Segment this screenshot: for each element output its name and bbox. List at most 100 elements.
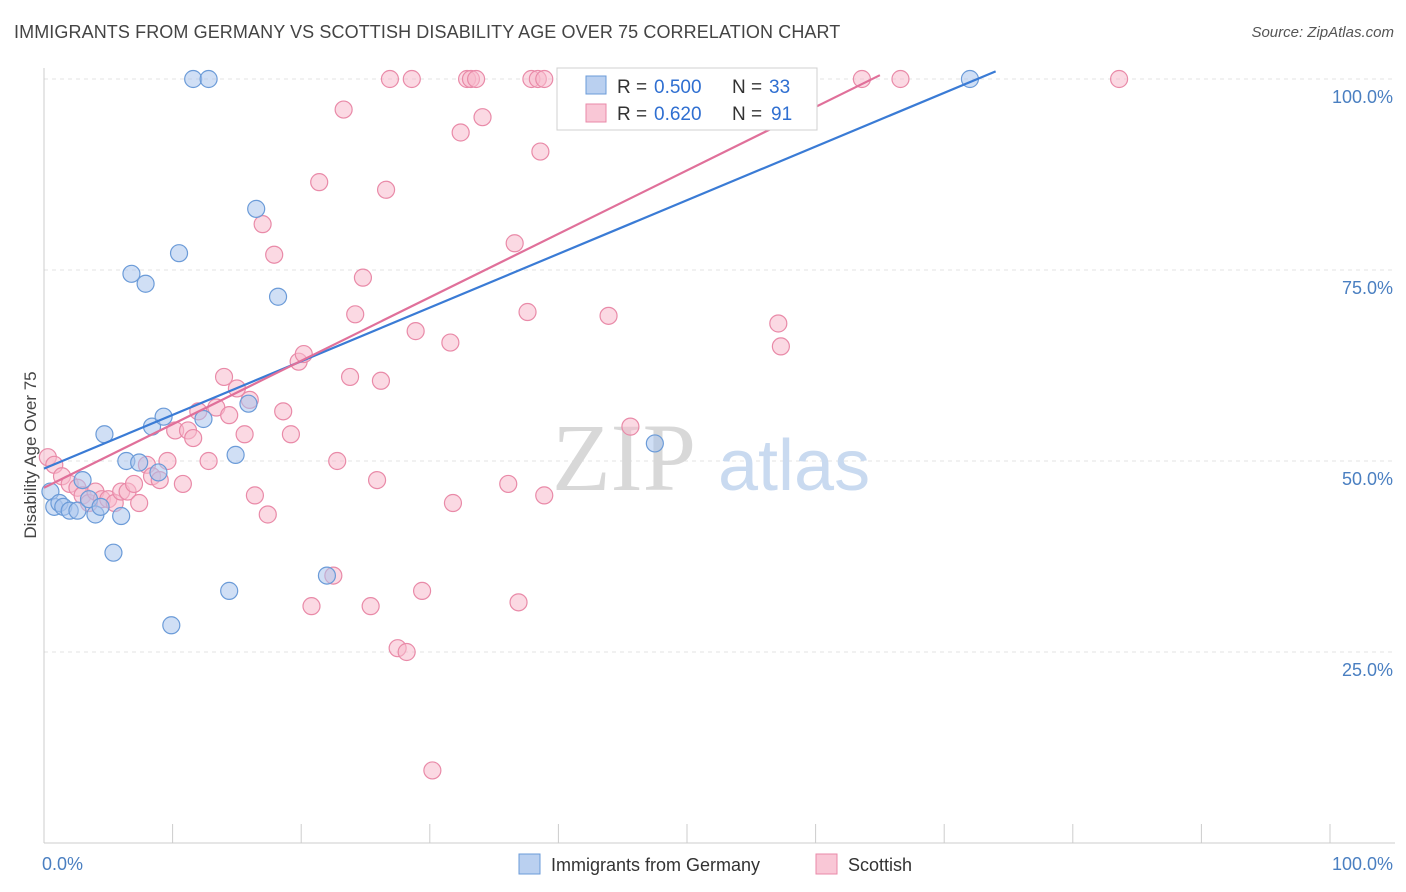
scottish-point: [535, 69, 554, 89]
scottish-point: [621, 417, 640, 436]
scottish-point: [334, 100, 353, 119]
germany-point: [122, 264, 141, 283]
y-tick-label: 75.0%: [1342, 278, 1393, 298]
y-axis-label: Disability Age Over 75: [21, 371, 40, 538]
legend-swatch-germany: [585, 75, 607, 95]
germany-point: [73, 471, 92, 490]
scottish-point: [535, 486, 554, 505]
germany-point: [91, 497, 110, 516]
watermark-zip: ZIP: [552, 404, 696, 511]
scottish-point: [265, 245, 284, 264]
scottish-point: [214, 367, 234, 387]
legend-n-value-germany: 33: [769, 77, 790, 98]
scottish-point: [397, 642, 416, 662]
legend-r-label-scottish: R =: [617, 104, 647, 125]
legend-r-label-germany: R =: [617, 77, 647, 98]
scottish-point: [505, 234, 524, 253]
scottish-point: [346, 305, 365, 324]
germany-point: [247, 199, 266, 218]
scottish-point: [274, 402, 293, 421]
series-legend-label-scottish: Scottish: [848, 855, 912, 875]
legend-swatch-scottish: [585, 103, 607, 123]
scottish-point: [245, 486, 265, 505]
scottish-point: [253, 215, 272, 234]
scottish-point: [340, 367, 360, 387]
scottish-point: [367, 471, 387, 490]
scottish-point: [771, 337, 790, 356]
scottish-point: [130, 493, 149, 513]
germany-trend-line: [43, 70, 997, 470]
legend-r-value-germany: 0.500: [654, 77, 702, 98]
germany-point: [199, 69, 218, 89]
scottish-point: [199, 451, 218, 471]
scottish-point: [376, 180, 396, 199]
watermark: ZIP atlas: [552, 404, 870, 511]
y-tick-label: 50.0%: [1342, 469, 1393, 489]
source-credit: Source: ZipAtlas.com: [1251, 24, 1394, 41]
watermark-atlas: atlas: [718, 426, 870, 506]
scottish-point: [473, 108, 492, 127]
series-legend: Immigrants from Germany Scottish: [518, 853, 912, 875]
germany-point: [112, 506, 131, 526]
germany-point: [317, 566, 337, 585]
scottish-point: [184, 428, 203, 448]
x-tick-label-min: 0.0%: [42, 854, 83, 874]
germany-point: [268, 287, 288, 306]
scottish-point: [509, 593, 528, 612]
germany-point: [149, 463, 168, 482]
scottish-point: [371, 371, 391, 390]
legend-n-label-scottish: N =: [732, 104, 762, 125]
scottish-point: [891, 69, 910, 89]
germany-point: [162, 616, 181, 635]
correlation-legend: R = 0.500 N = 33 R = 0.620 N = 91: [556, 67, 818, 131]
y-tick-label: 25.0%: [1342, 660, 1393, 680]
scottish-point: [406, 322, 425, 341]
scottish-point: [402, 69, 421, 89]
scottish-point: [499, 474, 518, 494]
x-tick-label-max: 100.0%: [1332, 854, 1393, 874]
scottish-point: [310, 173, 329, 192]
scottish-point: [380, 69, 400, 89]
scottish-trend-line: [43, 74, 881, 489]
scottish-point: [412, 581, 432, 600]
germany-point: [130, 453, 149, 472]
x-tick-labels: 0.0% 100.0%: [42, 854, 1393, 874]
scottish-point: [173, 474, 192, 494]
scottish-point: [599, 306, 618, 325]
scottish-point: [531, 142, 550, 161]
trend-lines: [43, 70, 997, 489]
legend-n-value-scottish: 91: [771, 104, 792, 125]
series-legend-swatch-germany: [518, 853, 541, 875]
chart-title: IMMIGRANTS FROM GERMANY VS SCOTTISH DISA…: [14, 22, 841, 42]
scottish-point: [302, 597, 321, 616]
scottish-point: [443, 493, 463, 513]
y-tick-label: 100.0%: [1332, 87, 1393, 107]
scottish-point: [769, 314, 788, 333]
scottish-point: [353, 268, 373, 287]
scottish-point: [258, 505, 277, 524]
scottish-point: [328, 451, 347, 471]
germany-point: [645, 434, 664, 453]
scottish-point: [466, 69, 486, 89]
series-legend-swatch-scottish: [815, 853, 838, 875]
germany-point: [226, 445, 245, 464]
germany-point: [136, 274, 155, 293]
scottish-point: [451, 123, 470, 142]
scottish-point: [423, 761, 442, 780]
germany-point: [169, 244, 189, 263]
germany-point: [184, 69, 203, 89]
legend-n-label-germany: N =: [732, 77, 762, 98]
germany-point: [239, 394, 258, 413]
scottish-point: [281, 425, 301, 444]
scottish-point: [124, 474, 144, 494]
scottish-point: [220, 406, 239, 425]
germany-points: [41, 69, 980, 635]
legend-r-value-scottish: 0.620: [654, 104, 702, 125]
scottish-point: [441, 333, 460, 352]
scottish-point: [361, 597, 380, 616]
germany-point: [104, 543, 123, 562]
germany-point: [194, 409, 213, 429]
germany-point: [68, 501, 87, 520]
scottish-point: [518, 302, 537, 322]
